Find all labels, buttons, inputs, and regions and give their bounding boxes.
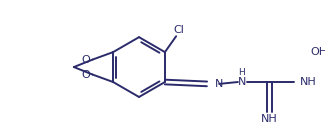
Text: H: H	[238, 68, 245, 77]
Text: O: O	[82, 55, 90, 65]
Text: Cl: Cl	[174, 25, 184, 35]
Text: NH: NH	[300, 77, 316, 87]
Text: OH: OH	[311, 47, 325, 57]
Text: N: N	[237, 77, 246, 87]
Text: NH: NH	[261, 114, 278, 124]
Text: N: N	[214, 79, 223, 89]
Text: O: O	[82, 69, 90, 80]
